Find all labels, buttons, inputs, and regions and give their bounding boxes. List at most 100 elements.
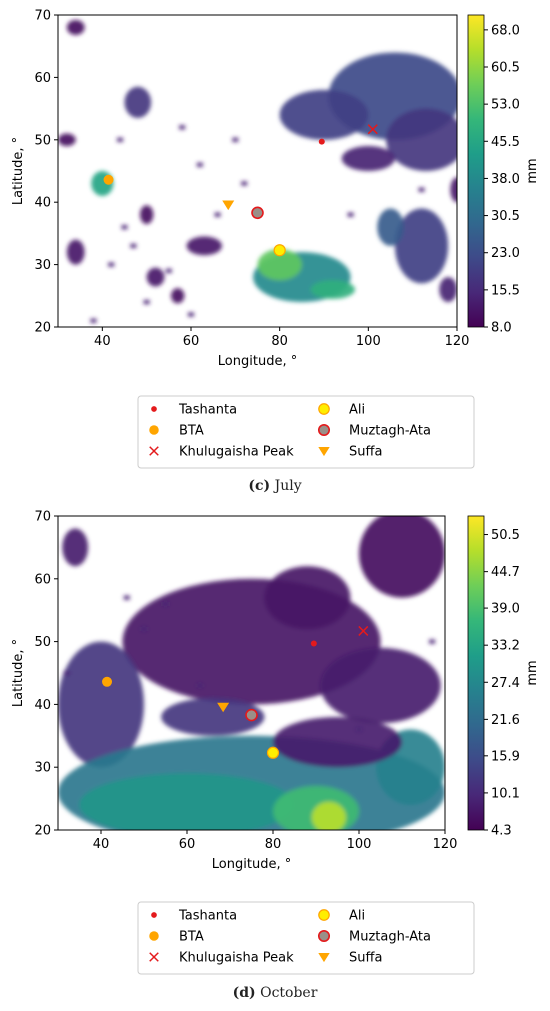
- heatmap-region: [124, 86, 152, 118]
- heatmap-region: [386, 108, 457, 171]
- heatmap-region: [58, 641, 144, 768]
- heatmap-speck: [141, 627, 147, 632]
- site-marker-tashanta: [310, 640, 317, 647]
- heatmap-region: [264, 566, 351, 630]
- colorbar-tick-label: 38.0: [491, 172, 520, 187]
- heatmap-speck: [356, 727, 362, 732]
- heatmap-speck: [179, 125, 186, 130]
- y-tick-label: 50: [34, 133, 51, 148]
- site-marker-bta: [103, 174, 114, 185]
- legend-entry-label: Suffa: [349, 445, 382, 460]
- heatmap-speck: [165, 268, 172, 273]
- heatmap-speck: [188, 312, 194, 317]
- heatmap-region: [320, 647, 441, 724]
- y-tick-label: 20: [34, 321, 51, 336]
- site-marker-ali: [266, 746, 280, 759]
- colorbar-tick-label: 8.0: [491, 321, 512, 336]
- y-tick-label: 70: [34, 510, 51, 525]
- colorbar-tick-label: 10.1: [491, 786, 520, 801]
- heatmap-speck: [121, 225, 128, 230]
- y-tick-label: 30: [34, 258, 51, 273]
- heatmap-region: [394, 208, 449, 284]
- heatmap-region: [257, 249, 302, 281]
- plot-frame: [57, 14, 458, 328]
- colorbar-label: mm: [525, 158, 540, 183]
- legend-entry-label: Khulugaisha Peak: [179, 951, 294, 966]
- legend-marker-bta: [149, 425, 159, 435]
- x-tick-label: 120: [445, 334, 470, 349]
- colorbar-tick-label: 27.4: [491, 676, 520, 691]
- site-marker-muztagh-ata: [251, 206, 264, 220]
- colorbar-tick-label: 53.0: [491, 98, 520, 113]
- legend: Tashanta BTA Khulugaisha Peak Ali Muztagh-At…: [137, 395, 475, 469]
- heatmap-speck: [130, 243, 137, 248]
- legend-entry-label: BTA: [179, 424, 204, 439]
- site-marker-khulugaisha-peak: [358, 625, 369, 636]
- legend-entry-label: Ali: [349, 909, 365, 924]
- heatmap-speck: [162, 601, 169, 606]
- y-tick-label: 50: [34, 635, 51, 650]
- y-tick-label: 20: [34, 824, 51, 839]
- legend-marker-khulugaisha-peak: [149, 446, 159, 456]
- legend-entry-label: Khulugaisha Peak: [179, 445, 294, 460]
- heatmap-area: [58, 19, 457, 323]
- legend-marker-ali: [318, 909, 330, 921]
- caption-text: July: [274, 478, 302, 494]
- heatmap-speck: [214, 212, 221, 217]
- heatmap-region: [161, 698, 265, 736]
- caption-letter: (c): [248, 478, 271, 494]
- heatmap-region: [311, 801, 347, 830]
- y-tick-label: 70: [34, 9, 51, 24]
- legend-entry-label: Muztagh-Ata: [349, 424, 431, 439]
- heatmap-region: [66, 19, 85, 35]
- heatmap-region: [377, 208, 404, 246]
- colorbar: [467, 14, 485, 328]
- legend-marker-muztagh-ata: [317, 929, 331, 943]
- heatmap-region: [58, 133, 76, 147]
- heatmap-speck: [196, 683, 203, 688]
- heatmap-region: [140, 205, 154, 225]
- x-tick-label: 40: [94, 334, 111, 349]
- y-axis-label: Latitude, °: [11, 639, 26, 707]
- y-tick-label: 60: [34, 71, 51, 86]
- x-tick-label: 80: [271, 334, 288, 349]
- chart-july: 40 60 80 100 120 20 30 40 50 60 70 Longitude, ° Lati…: [11, 9, 540, 469]
- y-tick-label: 40: [34, 196, 51, 211]
- colorbar-tick-label: 45.5: [491, 135, 520, 150]
- legend-entry-label: Tashanta: [178, 909, 237, 924]
- colorbar-tick-label: 23.0: [491, 246, 520, 261]
- colorbar-tick-label: 50.5: [491, 528, 520, 543]
- heatmap-speck: [63, 671, 70, 675]
- x-tick-label: 60: [183, 334, 200, 349]
- heatmap-region: [341, 146, 395, 171]
- legend-marker-suffa: [318, 447, 330, 457]
- legend-marker-muztagh-ata: [317, 423, 331, 437]
- heatmap-speck: [196, 162, 203, 167]
- heatmap-speck: [429, 639, 436, 644]
- chart-october: 40 60 80 100 120 20 30 40 50 60 70 Longitude, ° Lati…: [11, 510, 540, 975]
- heatmap-speck: [143, 300, 150, 305]
- colorbar-tick-label: 39.0: [491, 602, 520, 617]
- legend-entry-label: Suffa: [349, 951, 382, 966]
- site-marker-bta: [102, 676, 113, 687]
- heatmap-region: [79, 773, 295, 830]
- legend-marker-bta: [149, 931, 159, 941]
- y-tick-label: 60: [34, 572, 51, 587]
- legend-marker-suffa: [318, 953, 330, 963]
- x-tick-label: 40: [93, 837, 110, 852]
- legend-entry-label: Muztagh-Ata: [349, 930, 431, 945]
- colorbar-tick-label: 30.5: [491, 209, 520, 224]
- heatmap-region: [186, 236, 223, 256]
- caption-october: (d) October: [0, 985, 550, 1001]
- site-marker-khulugaisha-peak: [367, 124, 378, 135]
- y-tick-label: 30: [34, 761, 51, 776]
- x-tick-label: 120: [433, 837, 458, 852]
- heatmap-region: [66, 239, 85, 265]
- caption-text: October: [260, 985, 318, 1001]
- site-marker-muztagh-ata: [245, 708, 258, 722]
- chart-panel-october: 40 60 80 100 120 20 30 40 50 60 70 Longitude, ° Lati…: [0, 505, 550, 1011]
- site-marker-ali: [273, 244, 286, 257]
- colorbar-tick-label: 68.0: [491, 23, 520, 38]
- legend-marker-tashanta: [151, 406, 157, 412]
- plot-frame: [57, 515, 446, 831]
